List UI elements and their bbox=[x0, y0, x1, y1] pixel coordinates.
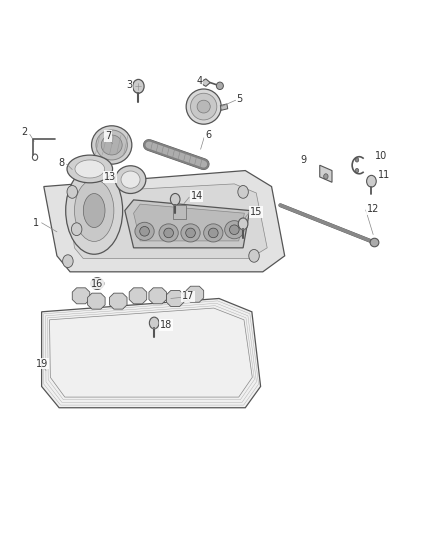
Ellipse shape bbox=[216, 82, 223, 90]
Polygon shape bbox=[110, 293, 127, 309]
Ellipse shape bbox=[101, 135, 122, 155]
Ellipse shape bbox=[140, 227, 149, 236]
Ellipse shape bbox=[225, 221, 244, 239]
Polygon shape bbox=[199, 79, 210, 86]
Ellipse shape bbox=[191, 93, 217, 120]
Ellipse shape bbox=[92, 126, 132, 164]
Ellipse shape bbox=[238, 185, 248, 198]
Ellipse shape bbox=[133, 79, 144, 93]
Ellipse shape bbox=[121, 171, 140, 188]
Polygon shape bbox=[42, 298, 261, 408]
Ellipse shape bbox=[249, 249, 259, 262]
Polygon shape bbox=[125, 200, 250, 248]
Polygon shape bbox=[68, 184, 267, 259]
Text: 17: 17 bbox=[182, 292, 194, 301]
Ellipse shape bbox=[208, 228, 218, 238]
Text: 5: 5 bbox=[237, 94, 243, 103]
Ellipse shape bbox=[238, 218, 248, 230]
Text: 9: 9 bbox=[300, 155, 307, 165]
Ellipse shape bbox=[204, 224, 223, 242]
Ellipse shape bbox=[197, 100, 210, 113]
Polygon shape bbox=[129, 288, 147, 304]
Text: 11: 11 bbox=[378, 170, 390, 180]
Ellipse shape bbox=[324, 174, 328, 179]
Text: 1: 1 bbox=[33, 218, 39, 228]
Ellipse shape bbox=[63, 255, 73, 268]
Ellipse shape bbox=[370, 238, 379, 247]
Ellipse shape bbox=[170, 193, 180, 205]
Ellipse shape bbox=[91, 278, 104, 289]
Ellipse shape bbox=[83, 193, 105, 228]
Ellipse shape bbox=[186, 228, 195, 238]
Text: 6: 6 bbox=[205, 131, 211, 140]
Ellipse shape bbox=[115, 166, 146, 193]
Text: 15: 15 bbox=[250, 207, 262, 217]
Text: 14: 14 bbox=[191, 191, 203, 201]
Polygon shape bbox=[134, 204, 244, 241]
Ellipse shape bbox=[67, 155, 113, 183]
Ellipse shape bbox=[355, 158, 359, 162]
Polygon shape bbox=[149, 288, 166, 304]
Ellipse shape bbox=[75, 160, 105, 178]
Ellipse shape bbox=[67, 185, 78, 198]
Text: 4: 4 bbox=[196, 76, 202, 86]
Ellipse shape bbox=[230, 225, 239, 235]
Ellipse shape bbox=[96, 130, 127, 160]
Text: 7: 7 bbox=[105, 131, 111, 141]
Ellipse shape bbox=[74, 180, 114, 241]
Polygon shape bbox=[88, 293, 105, 309]
Text: 3: 3 bbox=[126, 80, 132, 90]
Ellipse shape bbox=[164, 228, 173, 238]
Text: 12: 12 bbox=[367, 204, 379, 214]
Ellipse shape bbox=[135, 222, 154, 240]
Ellipse shape bbox=[355, 168, 359, 173]
Bar bbox=[173, 205, 186, 219]
Ellipse shape bbox=[66, 167, 123, 254]
Polygon shape bbox=[186, 286, 204, 302]
Text: 16: 16 bbox=[91, 279, 103, 288]
Polygon shape bbox=[72, 288, 90, 304]
Ellipse shape bbox=[186, 89, 221, 124]
Ellipse shape bbox=[71, 223, 82, 236]
Polygon shape bbox=[166, 290, 184, 306]
Text: 8: 8 bbox=[59, 158, 65, 167]
Polygon shape bbox=[220, 104, 228, 110]
Text: 2: 2 bbox=[21, 127, 27, 137]
Text: 18: 18 bbox=[160, 320, 172, 330]
Ellipse shape bbox=[181, 224, 200, 242]
Text: 19: 19 bbox=[36, 359, 48, 368]
Ellipse shape bbox=[149, 317, 159, 329]
Text: 10: 10 bbox=[374, 151, 387, 160]
Ellipse shape bbox=[94, 280, 101, 287]
Polygon shape bbox=[320, 165, 332, 182]
Text: 13: 13 bbox=[104, 172, 116, 182]
Ellipse shape bbox=[159, 224, 178, 242]
Polygon shape bbox=[44, 171, 285, 272]
Ellipse shape bbox=[367, 175, 376, 187]
